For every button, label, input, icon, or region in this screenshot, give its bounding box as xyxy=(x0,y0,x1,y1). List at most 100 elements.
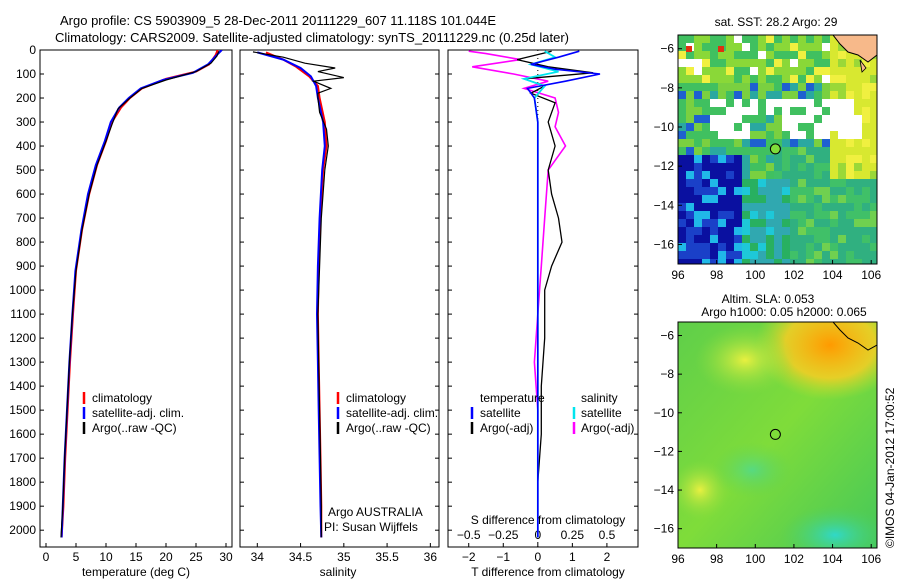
sst-cell xyxy=(710,155,718,163)
sst-cell xyxy=(678,83,686,91)
sst-cell xyxy=(694,35,702,43)
sst-cell xyxy=(742,75,750,83)
sst-cell xyxy=(798,107,806,115)
sst-cell xyxy=(854,115,862,123)
sst-cell xyxy=(798,123,806,131)
salinity-satellite-line xyxy=(257,51,326,538)
sst-cell xyxy=(790,187,798,195)
sst-cell xyxy=(710,67,718,75)
info-principal-investigator: PI: Susan Wijffels xyxy=(324,520,418,534)
x-tick-label-s-diff: 0.25 xyxy=(561,528,585,542)
sst-cell xyxy=(742,59,750,67)
sst-cell xyxy=(846,139,854,147)
sst-cell xyxy=(854,123,862,131)
sst-cell xyxy=(766,51,774,59)
sst-map: sat. SST: 28.2 Argo: 29 96 98 100 102 104 106… xyxy=(654,15,882,282)
sst-cell xyxy=(710,147,718,155)
sst-cell xyxy=(814,219,822,227)
sst-cell xyxy=(726,131,734,139)
x-tick-label-t-diff: −1 xyxy=(496,550,510,564)
sst-cell xyxy=(830,43,838,51)
sst-cell xyxy=(830,83,838,91)
sst-cell xyxy=(734,123,742,131)
sst-cell xyxy=(854,171,862,179)
sst-cell xyxy=(766,171,774,179)
sst-cell xyxy=(726,43,734,51)
sst-cell xyxy=(830,179,838,187)
sst-cell xyxy=(734,259,742,264)
sst-cell xyxy=(710,99,718,107)
sst-cell xyxy=(782,235,790,243)
sst-cell xyxy=(782,59,790,67)
sst-cell xyxy=(702,155,710,163)
sst-cell xyxy=(814,163,822,171)
sst-cell xyxy=(694,219,702,227)
lat-tick-label: −12 xyxy=(654,444,675,458)
sst-cell xyxy=(838,227,846,235)
sst-cell xyxy=(710,107,718,115)
sst-cell xyxy=(702,235,710,243)
sst-cell xyxy=(790,195,798,203)
sst-cell xyxy=(766,91,774,99)
sst-cell xyxy=(686,75,694,83)
sst-cell xyxy=(694,91,702,99)
sst-cell xyxy=(726,115,734,123)
sst-cell xyxy=(678,115,686,123)
sst-cell xyxy=(750,219,758,227)
sst-cell xyxy=(830,91,838,99)
sst-cell xyxy=(758,235,766,243)
sst-cell xyxy=(862,59,870,67)
sst-cell xyxy=(862,107,870,115)
sst-cell xyxy=(870,187,877,195)
sst-cell xyxy=(726,219,734,227)
sla-positive-anomaly xyxy=(695,325,795,395)
sst-cell xyxy=(798,243,806,251)
sst-cell xyxy=(814,67,822,75)
sst-cell xyxy=(678,35,686,43)
sst-cell xyxy=(870,171,877,179)
sst-cell xyxy=(766,219,774,227)
sst-cell xyxy=(734,203,742,211)
sst-cell xyxy=(702,83,710,91)
sst-cell xyxy=(694,139,702,147)
sst-cell xyxy=(790,235,798,243)
sst-cell xyxy=(766,131,774,139)
sst-cell xyxy=(758,259,766,264)
sst-cell xyxy=(846,99,854,107)
sst-cell xyxy=(678,251,686,259)
sst-cell xyxy=(726,147,734,155)
sst-cell xyxy=(798,131,806,139)
depth-tick-label: 200 xyxy=(16,91,36,105)
sst-cell xyxy=(686,171,694,179)
sst-cell xyxy=(702,219,710,227)
sst-cell xyxy=(766,123,774,131)
sst-cell xyxy=(710,163,718,171)
sst-cell xyxy=(774,35,782,43)
sst-cell xyxy=(702,251,710,259)
sst-cell xyxy=(862,139,870,147)
x-tick-label: 0 xyxy=(43,550,50,564)
depth-tick-label: 500 xyxy=(16,163,36,177)
sst-cell xyxy=(822,235,830,243)
sst-cell xyxy=(742,35,750,43)
sst-cell xyxy=(750,171,758,179)
sst-cell xyxy=(822,219,830,227)
sst-longitude-axis: 96 98 100 102 104 106 xyxy=(671,260,882,282)
sst-cell xyxy=(718,155,726,163)
sst-cell xyxy=(774,171,782,179)
sst-cell xyxy=(782,211,790,219)
sst-cell xyxy=(798,235,806,243)
sst-cell xyxy=(798,91,806,99)
sst-cell xyxy=(854,243,862,251)
sst-cell xyxy=(790,67,798,75)
sst-cell xyxy=(686,187,694,195)
sst-cell xyxy=(830,139,838,147)
sst-cell-hot xyxy=(686,46,692,52)
sst-cell xyxy=(862,99,870,107)
sst-cell xyxy=(750,67,758,75)
sst-cell xyxy=(854,107,862,115)
lat-tick-label: −14 xyxy=(654,198,675,212)
sst-cell xyxy=(718,211,726,219)
depth-tick-label: 1400 xyxy=(9,379,36,393)
x-tick-label-t-diff: 0 xyxy=(534,550,541,564)
